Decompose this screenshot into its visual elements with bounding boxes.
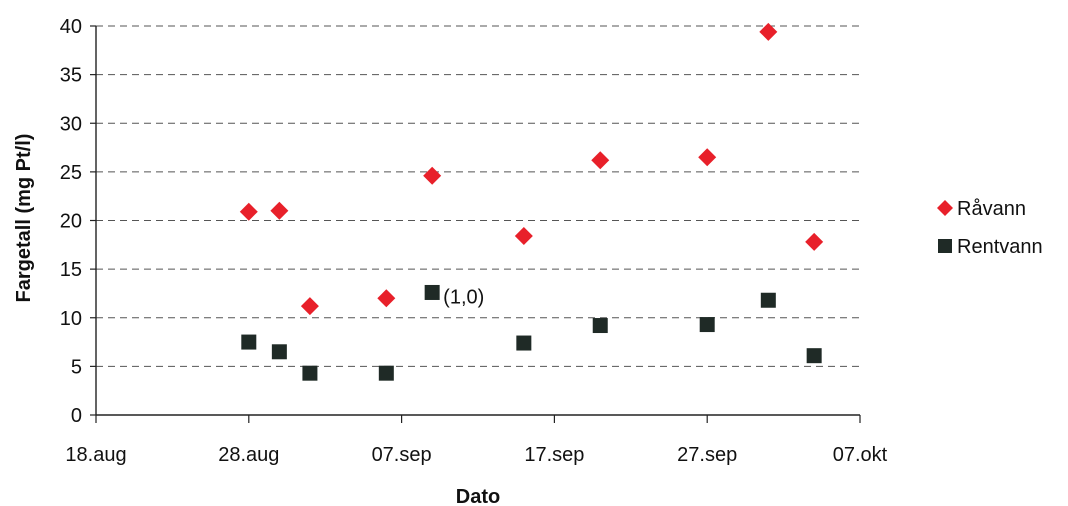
point-rentvann-2: [302, 365, 318, 381]
point-rentvann-6: [592, 318, 608, 334]
legend-label-rentvann: Rentvann: [957, 236, 1043, 258]
x-tick-label-5: 07.okt: [833, 444, 888, 466]
point-ravann-4: [423, 166, 442, 185]
point-rentvann-0: [241, 334, 257, 350]
point-ravann-2: [300, 297, 319, 316]
y-tick-label-35: 35: [60, 65, 82, 87]
x-tick-label-2: 07.sep: [372, 444, 432, 466]
point-rentvann-5: [516, 335, 532, 351]
annotation-label-0: (1,0): [443, 286, 484, 308]
y-tick-label-40: 40: [60, 16, 82, 38]
point-rentvann-9: [806, 348, 822, 364]
legend-marker-rentvann: [938, 239, 952, 253]
y-tick-label-15: 15: [60, 259, 82, 281]
point-rentvann-7: [699, 317, 715, 333]
x-tick-label-0: 18.aug: [65, 444, 126, 466]
gridlines: [96, 25, 860, 367]
y-tick-label-25: 25: [60, 162, 82, 184]
point-ravann-9: [805, 232, 824, 251]
point-rentvann-3: [378, 365, 394, 381]
point-rentvann-4: [424, 284, 440, 300]
point-ravann-7: [698, 148, 717, 167]
x-tick-label-3: 17.sep: [524, 444, 584, 466]
legend-marker-ravann: [937, 200, 953, 216]
point-ravann-0: [239, 202, 258, 221]
point-ravann-8: [759, 22, 778, 41]
x-axis-tick-labels: 18.aug 28.aug 07.sep 17.sep 27.sep 07.okt: [65, 444, 887, 466]
x-tick-label-1: 28.aug: [218, 444, 279, 466]
point-rentvann-8: [760, 292, 776, 308]
point-ravann-3: [377, 289, 396, 308]
y-tick-label-10: 10: [60, 308, 82, 330]
legend-label-ravann: Råvann: [957, 198, 1026, 220]
y-tick-label-30: 30: [60, 113, 82, 135]
point-ravann-1: [270, 201, 289, 220]
x-tick-label-4: 27.sep: [677, 444, 737, 466]
axes: [90, 25, 861, 423]
x-axis-title: Dato: [456, 486, 500, 506]
y-axis-title: Fargetall (mg Pt/l): [13, 134, 35, 303]
point-rentvann-1: [271, 344, 287, 360]
y-axis-tick-labels: 0 5 10 15 20 25 30 35 40: [60, 16, 82, 427]
y-tick-label-0: 0: [71, 405, 82, 427]
data-points: [239, 22, 824, 381]
annotations: (1,0): [443, 286, 484, 308]
y-tick-label-20: 20: [60, 211, 82, 233]
point-ravann-5: [514, 227, 533, 246]
point-ravann-6: [591, 151, 610, 170]
y-tick-label-5: 5: [71, 356, 82, 378]
legend: Råvann Rentvann: [937, 198, 1043, 258]
